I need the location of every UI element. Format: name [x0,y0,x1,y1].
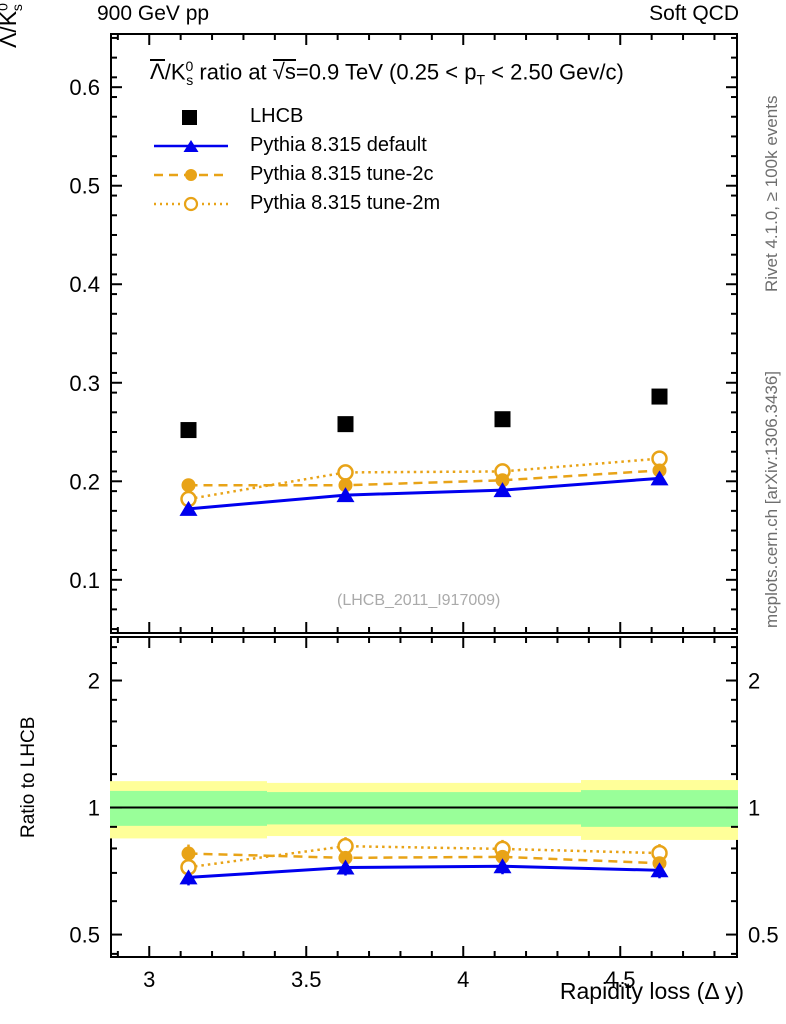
svg-text:0.4: 0.4 [69,272,100,297]
svg-text:0.6: 0.6 [69,75,100,100]
main-plot-frame [110,33,738,634]
svg-text:0.1: 0.1 [69,568,100,593]
legend-key-line-triangle-icon [150,131,242,160]
svg-text:2: 2 [748,669,760,694]
svg-text:3.5: 3.5 [291,967,322,992]
legend-label: LHCB [250,105,304,127]
svg-text:0.3: 0.3 [69,371,100,396]
svg-text:3: 3 [143,967,155,992]
header-right-category: Soft QCD [649,2,739,25]
legend-entry-lhcb: LHCB [150,102,480,131]
mcplots-source-text: mcplots.cern.ch [arXiv:1306.3436] [762,370,781,628]
legend-label: Pythia 8.315 default [250,134,427,156]
svg-text:0.5: 0.5 [69,923,100,948]
svg-text:0.5: 0.5 [69,174,100,199]
legend-label: Pythia 8.315 tune-2m [250,192,441,214]
legend-label: Pythia 8.315 tune-2c [250,163,434,185]
svg-text:1: 1 [748,796,760,821]
rivet-version-text: Rivet 4.1.0, ≥ 100k events [762,95,781,292]
ratio-plot-frame [110,636,738,958]
legend-key-dashed-circle-icon [150,160,242,189]
legend-key-dotted-circle-icon [150,189,242,218]
svg-text:2: 2 [88,669,100,694]
svg-text:4: 4 [457,967,469,992]
legend-entry-default: Pythia 8.315 default [150,131,480,160]
svg-text:0.5: 0.5 [748,923,779,948]
legend-key-square-icon [150,102,242,131]
y-axis-title-main: Λ/K0s [0,0,25,48]
plot-title: Λ/K0s ratio at √s=0.9 TeV (0.25 < pT < 2… [150,58,624,88]
header-left-beam: 900 GeV pp [97,2,210,25]
svg-text:1: 1 [88,796,100,821]
legend-entry-tune2c: Pythia 8.315 tune-2c [150,160,480,189]
x-axis-title: Rapidity loss (Δ y) [559,978,744,1004]
analysis-id-watermark: (LHCB_2011_I917009) [337,592,501,609]
y-axis-title-ratio: Ratio to LHCB [18,716,39,838]
svg-text:0.2: 0.2 [69,469,100,494]
legend: LHCB Pythia 8.315 default Pythia 8.315 t… [150,102,480,218]
legend-entry-tune2m: Pythia 8.315 tune-2m [150,189,480,218]
